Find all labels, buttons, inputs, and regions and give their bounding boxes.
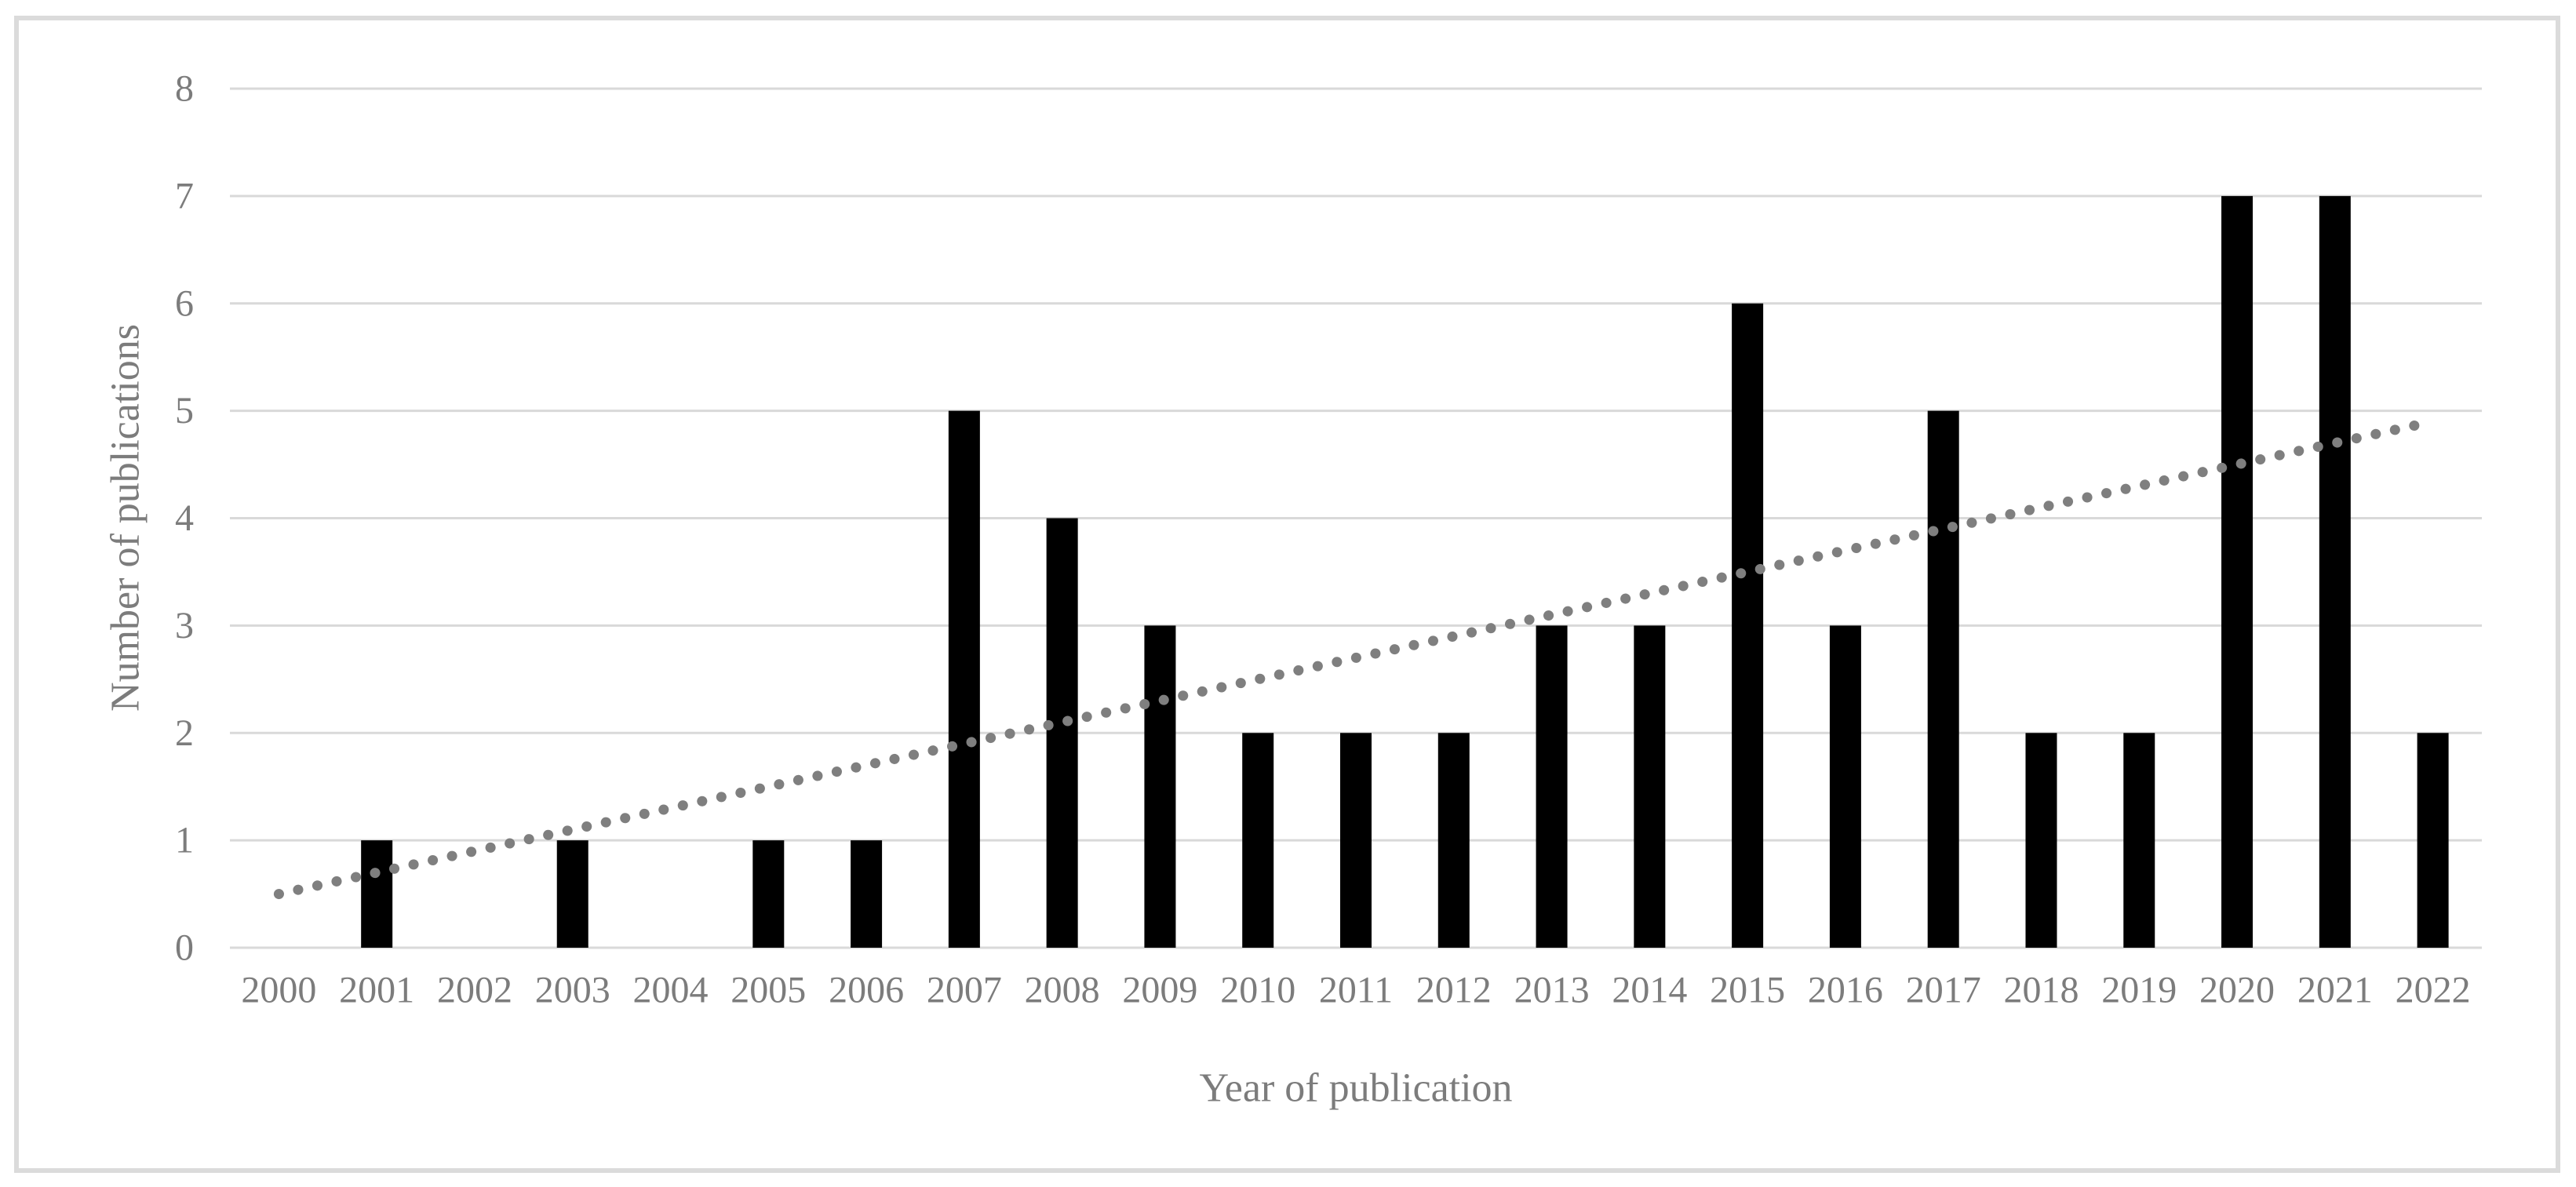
bar-2012 <box>1437 733 1470 948</box>
x-tick-label-2007: 2007 <box>927 970 1002 1011</box>
x-tick-label-2006: 2006 <box>829 970 904 1011</box>
x-tick-label-2008: 2008 <box>1025 970 1100 1011</box>
x-tick-label-2019: 2019 <box>2101 970 2177 1011</box>
bar-2009 <box>1144 625 1176 948</box>
x-tick-label-2009: 2009 <box>1122 970 1197 1011</box>
x-tick-label-2021: 2021 <box>2297 970 2373 1011</box>
y-tick-label-0: 0 <box>175 927 194 969</box>
x-tick-label-2002: 2002 <box>437 970 512 1011</box>
bar-2001 <box>361 840 393 948</box>
bar-2020 <box>2221 195 2254 948</box>
bar-2018 <box>2025 733 2057 948</box>
y-tick-label-1: 1 <box>175 820 194 861</box>
bar-2015 <box>1732 303 1764 948</box>
bar-2013 <box>1536 625 1568 948</box>
bar-2019 <box>2123 733 2155 948</box>
bar-2021 <box>2319 195 2351 948</box>
y-tick-label-4: 4 <box>175 497 194 539</box>
x-tick-label-2018: 2018 <box>2003 970 2079 1011</box>
x-tick-label-2014: 2014 <box>1612 970 1687 1011</box>
bar-2014 <box>1634 625 1666 948</box>
x-tick-label-2001: 2001 <box>339 970 414 1011</box>
x-tick-label-2015: 2015 <box>1710 970 1785 1011</box>
trendline <box>273 416 2439 900</box>
bar-2008 <box>1046 518 1078 948</box>
x-axis-title: Year of publication <box>1199 1066 1512 1111</box>
y-tick-label-8: 8 <box>175 68 194 110</box>
y-tick-label-5: 5 <box>175 390 194 431</box>
bar-2010 <box>1242 733 1274 948</box>
x-tick-label-2017: 2017 <box>1906 970 1981 1011</box>
y-tick-label-6: 6 <box>175 282 194 324</box>
y-tick-labels-group: 0 1 2 3 4 5 6 7 8 <box>175 68 194 969</box>
bar-2017 <box>1927 410 1959 948</box>
bar-2011 <box>1340 733 1372 948</box>
x-tick-label-2022: 2022 <box>2396 970 2471 1011</box>
y-tick-label-3: 3 <box>175 605 194 646</box>
bar-2006 <box>851 840 883 948</box>
x-tick-labels-group: 2000 2001 2002 2003 2004 2005 2006 2007 2008 2009… <box>241 970 2470 1011</box>
y-axis-title: Number of publications <box>104 324 148 712</box>
bars-group <box>361 195 2449 948</box>
x-tick-label-2012: 2012 <box>1416 970 1492 1011</box>
bar-2003 <box>556 840 588 948</box>
bar-2007 <box>948 410 980 948</box>
x-tick-label-2011: 2011 <box>1319 970 1393 1011</box>
bar-2005 <box>752 840 785 948</box>
bar-2022 <box>2417 733 2449 948</box>
trendline-group <box>273 416 2439 900</box>
x-tick-label-2004: 2004 <box>633 970 709 1011</box>
gridlines-group <box>230 87 2482 949</box>
y-tick-label-7: 7 <box>175 175 194 217</box>
x-tick-label-2016: 2016 <box>1808 970 1883 1011</box>
x-tick-label-2000: 2000 <box>241 970 316 1011</box>
x-tick-label-2003: 2003 <box>535 970 610 1011</box>
x-tick-label-2020: 2020 <box>2199 970 2275 1011</box>
bar-2016 <box>1829 625 1861 948</box>
x-tick-label-2005: 2005 <box>731 970 806 1011</box>
x-tick-label-2010: 2010 <box>1220 970 1295 1011</box>
x-tick-label-2013: 2013 <box>1514 970 1590 1011</box>
y-tick-label-2: 2 <box>175 712 194 754</box>
